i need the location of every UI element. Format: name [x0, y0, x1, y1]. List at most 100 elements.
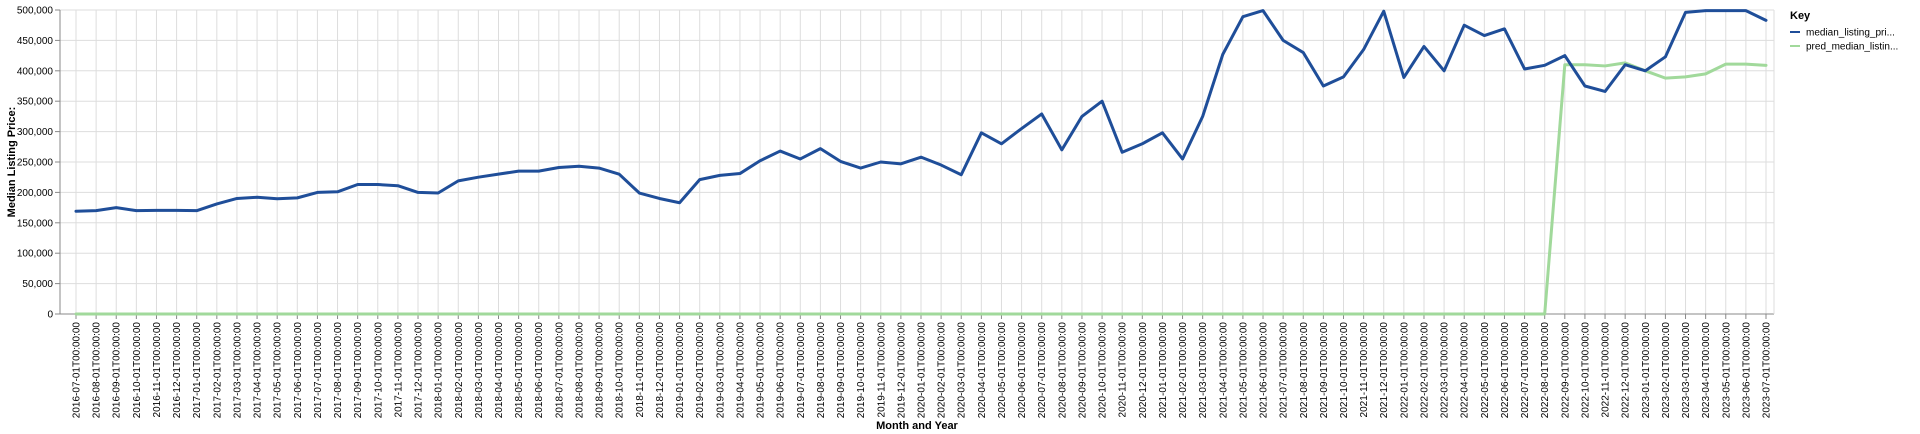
- x-tick-label: 2022-07-01T00:00:00: [1520, 322, 1531, 419]
- x-tick-label: 2018-12-01T00:00:00: [655, 322, 666, 419]
- y-tick-label: 300,000: [17, 127, 54, 138]
- x-tick-label: 2021-12-01T00:00:00: [1379, 322, 1390, 419]
- y-tick-label: 400,000: [17, 66, 54, 77]
- x-tick-label: 2023-01-01T00:00:00: [1641, 322, 1652, 419]
- x-tick-label: 2017-08-01T00:00:00: [333, 322, 344, 419]
- x-tick-label: 2021-06-01T00:00:00: [1259, 322, 1270, 419]
- y-tick-label: 50,000: [22, 279, 53, 290]
- x-tick-label: 2018-04-01T00:00:00: [494, 322, 505, 419]
- x-tick-label: 2017-03-01T00:00:00: [232, 322, 243, 419]
- x-tick-label: 2019-03-01T00:00:00: [715, 322, 726, 419]
- x-tick-label: 2021-07-01T00:00:00: [1279, 322, 1290, 419]
- x-tick-label: 2021-01-01T00:00:00: [1158, 322, 1169, 419]
- x-tick-label: 2022-10-01T00:00:00: [1580, 322, 1591, 419]
- x-tick-label: 2018-11-01T00:00:00: [635, 322, 646, 418]
- y-axis-title: Median Listing Price:: [6, 107, 18, 218]
- x-tick-label: 2017-10-01T00:00:00: [373, 322, 384, 419]
- x-tick-label: 2019-01-01T00:00:00: [675, 322, 686, 419]
- x-tick-label: 2021-08-01T00:00:00: [1299, 322, 1310, 419]
- legend-label: pred_median_listin...: [1806, 42, 1898, 53]
- x-tick-label: 2022-08-01T00:00:00: [1540, 322, 1551, 419]
- series-lines: [74, 9, 1768, 316]
- x-tick-label: 2020-07-01T00:00:00: [1037, 322, 1048, 419]
- x-tick-label: 2022-04-01T00:00:00: [1460, 322, 1471, 419]
- y-tick-label: 250,000: [17, 158, 54, 169]
- series-line-median-listing-price: [74, 9, 1768, 213]
- x-tick-label: 2017-11-01T00:00:00: [393, 322, 404, 418]
- x-tick-label: 2019-11-01T00:00:00: [876, 322, 887, 418]
- x-tick-label: 2023-03-01T00:00:00: [1681, 322, 1692, 419]
- x-tick-label: 2019-06-01T00:00:00: [776, 322, 787, 419]
- x-tick-label: 2020-10-01T00:00:00: [1098, 322, 1109, 419]
- x-tick-label: 2022-11-01T00:00:00: [1601, 322, 1612, 418]
- x-axis-title: Month and Year: [876, 420, 958, 432]
- x-tick-label: 2017-01-01T00:00:00: [192, 322, 203, 419]
- x-tick-label: 2021-02-01T00:00:00: [1178, 322, 1189, 419]
- x-tick-label: 2023-04-01T00:00:00: [1701, 322, 1712, 419]
- x-tick-label: 2022-02-01T00:00:00: [1419, 322, 1430, 419]
- x-tick-label: 2018-01-01T00:00:00: [434, 322, 445, 419]
- x-tick-label: 2017-07-01T00:00:00: [313, 322, 324, 419]
- x-tick-label: 2018-07-01T00:00:00: [554, 322, 565, 419]
- x-tick-label: 2020-12-01T00:00:00: [1138, 322, 1149, 419]
- y-tick-label: 150,000: [17, 218, 54, 229]
- x-tick-label: 2021-04-01T00:00:00: [1218, 322, 1229, 419]
- x-tick-label: 2018-09-01T00:00:00: [595, 322, 606, 419]
- x-tick-label: 2021-05-01T00:00:00: [1238, 322, 1249, 419]
- y-tick-label: 500,000: [17, 6, 54, 17]
- x-tick-label: 2019-09-01T00:00:00: [836, 322, 847, 419]
- x-tick-label: 2017-04-01T00:00:00: [253, 322, 264, 419]
- x-tick-label: 2016-09-01T00:00:00: [112, 322, 123, 419]
- x-tick-label: 2016-12-01T00:00:00: [172, 322, 183, 419]
- x-tick-label: 2017-09-01T00:00:00: [353, 322, 364, 419]
- x-tick-label: 2018-06-01T00:00:00: [534, 322, 545, 419]
- x-tick-label: 2023-05-01T00:00:00: [1721, 322, 1732, 419]
- y-tick-label: 0: [47, 310, 53, 321]
- x-tick-label: 2022-09-01T00:00:00: [1560, 322, 1571, 419]
- legend-label: median_listing_pri...: [1806, 28, 1895, 39]
- x-tick-label: 2018-08-01T00:00:00: [574, 322, 585, 419]
- x-tick-label: 2018-03-01T00:00:00: [474, 322, 485, 419]
- x-tick-label: 2017-02-01T00:00:00: [212, 322, 223, 419]
- x-axis: 2016-07-01T00:00:00 2016-08-01T00:00:00 20…: [72, 314, 1773, 418]
- x-tick-label: 2017-05-01T00:00:00: [273, 322, 284, 419]
- y-tick-label: 450,000: [17, 36, 54, 47]
- x-tick-label: 2019-12-01T00:00:00: [896, 322, 907, 419]
- x-tick-label: 2016-11-01T00:00:00: [152, 322, 163, 418]
- series-line-pred-median-listing-price: [74, 61, 1768, 316]
- x-tick-label: 2018-02-01T00:00:00: [454, 322, 465, 419]
- x-tick-label: 2022-05-01T00:00:00: [1480, 322, 1491, 419]
- x-tick-label: 2020-08-01T00:00:00: [1057, 322, 1068, 419]
- x-tick-label: 2022-06-01T00:00:00: [1500, 322, 1511, 419]
- x-tick-label: 2021-03-01T00:00:00: [1198, 322, 1209, 419]
- gridlines: [60, 9, 1774, 315]
- x-tick-label: 2021-10-01T00:00:00: [1339, 322, 1350, 419]
- x-tick-label: 2023-06-01T00:00:00: [1741, 322, 1752, 419]
- x-tick-label: 2023-07-01T00:00:00: [1762, 322, 1773, 419]
- x-tick-label: 2017-12-01T00:00:00: [414, 322, 425, 419]
- y-axis: 0 50,000 100,000 150,000 200,000 250,000 300,0…: [17, 6, 60, 321]
- x-tick-label: 2016-07-01T00:00:00: [72, 322, 83, 419]
- x-tick-label: 2019-04-01T00:00:00: [735, 322, 746, 419]
- x-tick-label: 2020-01-01T00:00:00: [917, 322, 928, 419]
- y-tick-label: 100,000: [17, 249, 54, 260]
- legend-title: Key: [1790, 10, 1811, 22]
- x-tick-label: 2019-10-01T00:00:00: [856, 322, 867, 419]
- x-tick-label: 2020-02-01T00:00:00: [937, 322, 948, 419]
- y-tick-label: 350,000: [17, 97, 54, 108]
- x-tick-label: 2021-11-01T00:00:00: [1359, 322, 1370, 418]
- x-tick-label: 2019-05-01T00:00:00: [756, 322, 767, 419]
- x-tick-label: 2020-03-01T00:00:00: [957, 322, 968, 419]
- x-tick-label: 2020-04-01T00:00:00: [977, 322, 988, 419]
- x-tick-label: 2022-12-01T00:00:00: [1621, 322, 1632, 419]
- legend: Key median_listing_pri... pred_median_lis…: [1790, 10, 1898, 53]
- x-tick-label: 2019-08-01T00:00:00: [816, 322, 827, 419]
- x-tick-label: 2018-10-01T00:00:00: [615, 322, 626, 419]
- x-tick-label: 2018-05-01T00:00:00: [514, 322, 525, 419]
- x-tick-label: 2019-07-01T00:00:00: [796, 322, 807, 419]
- x-tick-label: 2019-02-01T00:00:00: [695, 322, 706, 419]
- x-tick-label: 2021-09-01T00:00:00: [1319, 322, 1330, 419]
- x-tick-label: 2020-05-01T00:00:00: [997, 322, 1008, 419]
- x-tick-label: 2017-06-01T00:00:00: [293, 322, 304, 419]
